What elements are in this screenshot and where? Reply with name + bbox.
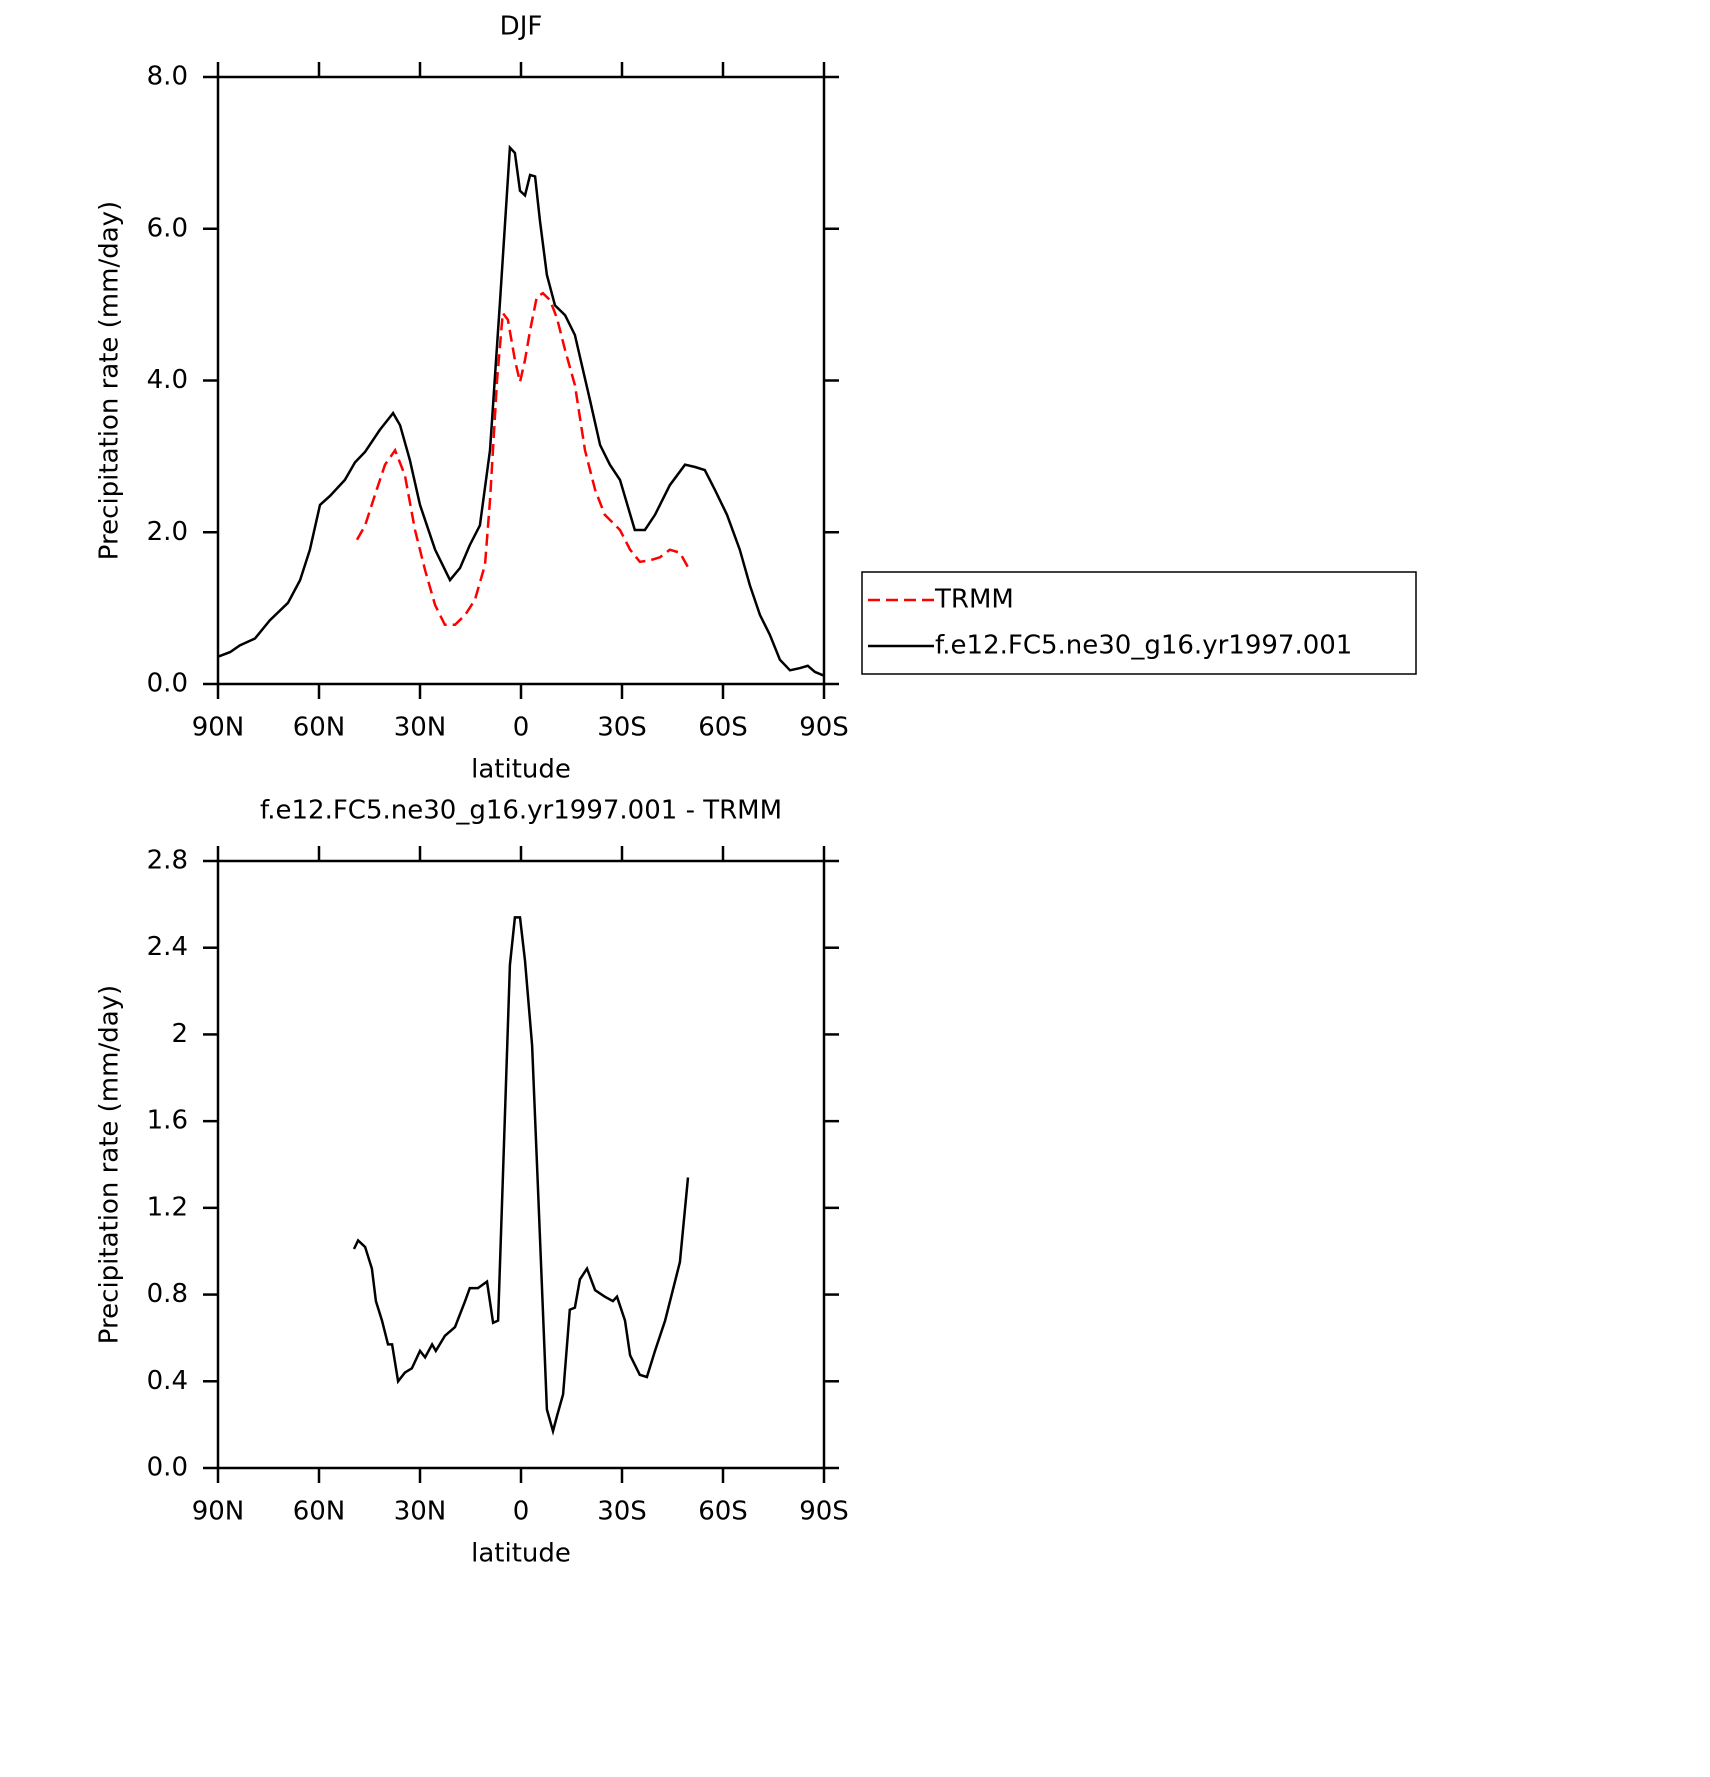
legend-label: f.e12.FC5.ne30_g16.yr1997.001	[935, 631, 1352, 661]
y-tick-label: 2.4	[147, 932, 188, 962]
y-tick-label: 1.2	[147, 1192, 188, 1222]
data-line	[217, 144, 825, 677]
x-tick-label: 0	[513, 713, 530, 743]
x-axis-label: latitude	[471, 755, 571, 785]
x-tick-label: 30N	[394, 1497, 447, 1527]
y-tick-label: 0.0	[147, 1453, 188, 1483]
y-axis-label: Precipitation rate (mm/day)	[95, 201, 125, 560]
chart-title: DJF	[500, 12, 543, 42]
y-tick-label: 6.0	[147, 213, 188, 243]
y-tick-label: 8.0	[147, 62, 188, 92]
x-tick-label: 30S	[597, 713, 647, 743]
legend-box	[861, 571, 1417, 675]
x-tick-label: 30N	[394, 713, 447, 743]
y-tick-label: 0.4	[147, 1366, 188, 1396]
x-tick-label: 30S	[597, 1497, 647, 1527]
y-axis-label: Precipitation rate (mm/day)	[95, 985, 125, 1344]
x-tick-label: 60S	[698, 713, 748, 743]
data-line	[352, 916, 690, 1436]
x-tick-label: 90S	[799, 713, 849, 743]
y-tick-label: 2.8	[147, 846, 188, 876]
chart-title: f.e12.FC5.ne30_g16.yr1997.001 - TRMM	[260, 796, 782, 826]
x-tick-label: 90N	[192, 713, 245, 743]
plot-frame	[216, 859, 826, 1470]
x-axis-label: latitude	[471, 1539, 571, 1569]
x-tick-label: 0	[513, 1497, 530, 1527]
x-tick-label: 60N	[293, 713, 346, 743]
x-tick-label: 60S	[698, 1497, 748, 1527]
y-tick-label: 2	[171, 1019, 188, 1049]
legend-label: TRMM	[934, 585, 1014, 615]
y-tick-label: 2.0	[147, 517, 188, 547]
x-tick-label: 60N	[293, 1497, 346, 1527]
y-tick-label: 1.6	[147, 1106, 188, 1136]
y-tick-label: 4.0	[147, 365, 188, 395]
x-tick-label: 90S	[799, 1497, 849, 1527]
y-tick-label: 0.0	[147, 669, 188, 699]
y-tick-label: 0.8	[147, 1279, 188, 1309]
x-tick-label: 90N	[192, 1497, 245, 1527]
data-line	[355, 291, 690, 627]
